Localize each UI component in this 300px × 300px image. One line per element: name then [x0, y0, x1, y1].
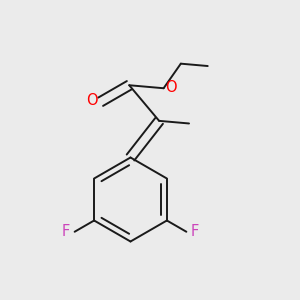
Text: O: O [86, 93, 98, 108]
Text: F: F [190, 224, 199, 239]
Text: O: O [166, 80, 177, 95]
Text: F: F [62, 224, 70, 239]
